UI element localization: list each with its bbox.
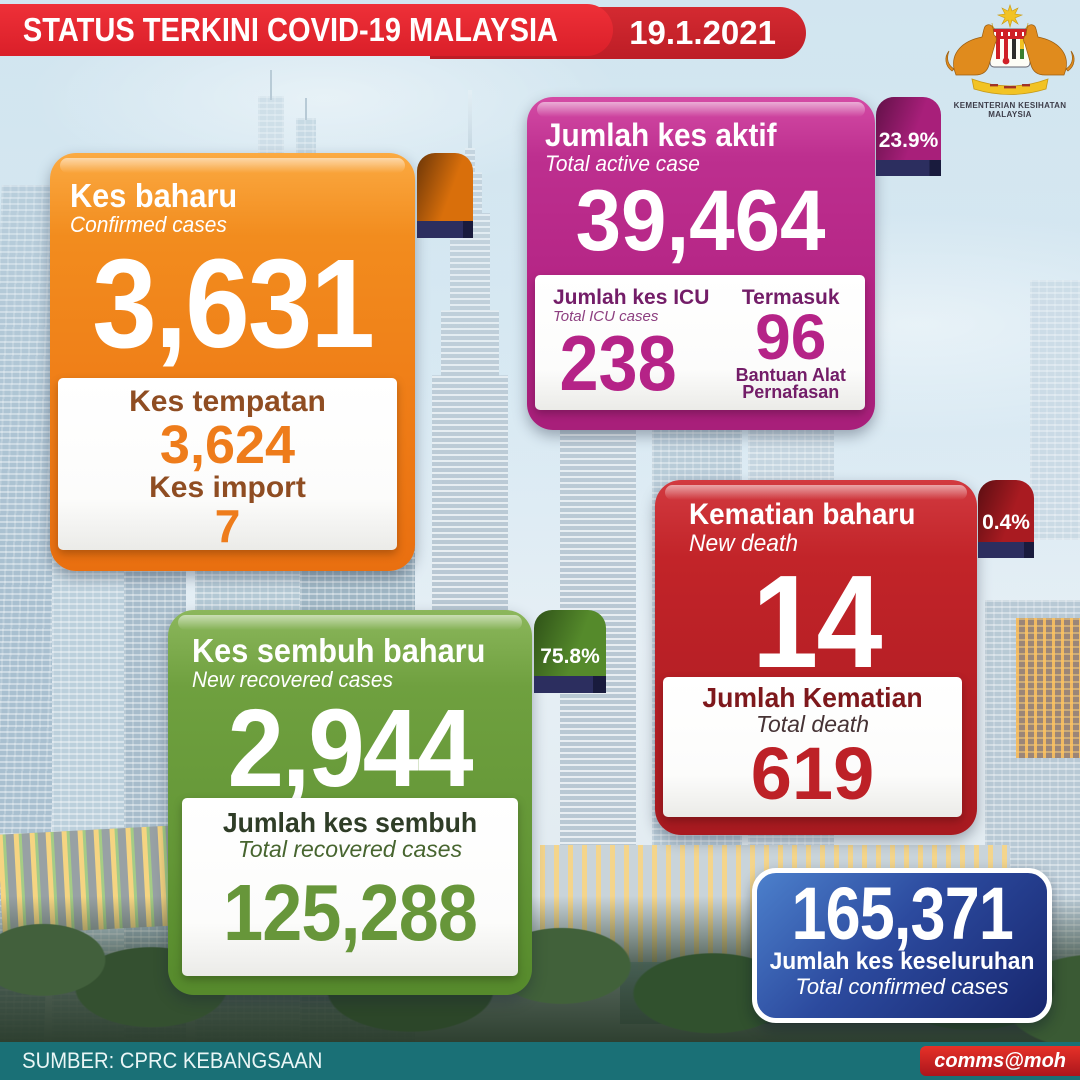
cumulative-value: 165,371 bbox=[791, 872, 1013, 955]
import-cases-label: Kes import bbox=[149, 470, 306, 504]
icu-box: Jumlah kes ICU Total ICU cases 238 Terma… bbox=[535, 275, 865, 410]
card-title: Kes baharu bbox=[70, 177, 238, 214]
building-spire-2 bbox=[296, 118, 316, 158]
footer-bar: SUMBER: CPRC KEBANGSAAN comms@moh bbox=[0, 1042, 1080, 1080]
fold-shadow-band bbox=[978, 542, 1034, 558]
antenna-2 bbox=[305, 98, 307, 120]
case-breakdown-box: Kes tempatan 3,624 Kes import 7 bbox=[58, 378, 397, 550]
icu-label: Jumlah kes ICU bbox=[553, 286, 710, 309]
icu-value: 238 bbox=[559, 318, 677, 407]
moh-crest: KEMENTERIAN KESIHATAN MALAYSIA bbox=[938, 3, 1080, 119]
card-recovered: 75.8% Kes sembuh baharu New recovered ca… bbox=[168, 610, 606, 995]
fold-shadow-band bbox=[876, 160, 941, 176]
import-cases-value: 7 bbox=[214, 500, 241, 552]
local-cases-label: Kes tempatan bbox=[129, 385, 326, 418]
fold-shadow-band bbox=[417, 221, 473, 238]
total-recovered-box: Jumlah kes sembuh Total recovered cases … bbox=[182, 798, 518, 976]
death-percent-badge: 0.4% bbox=[982, 511, 1030, 534]
page-fold-tab: 75.8% bbox=[534, 610, 606, 693]
total-deaths-label: Jumlah Kematian bbox=[702, 682, 923, 713]
new-deaths-value: 14 bbox=[751, 547, 882, 695]
card-active-cases: 23.9% Jumlah kes aktif Total active case… bbox=[527, 97, 941, 430]
recovered-percent-badge: 75.8% bbox=[540, 645, 600, 668]
building-spire-1 bbox=[258, 96, 284, 156]
total-recovered-label: Jumlah kes sembuh bbox=[222, 807, 478, 838]
total-recovered-value: 125,288 bbox=[223, 867, 478, 957]
ministry-caption: KEMENTERIAN KESIHATAN MALAYSIA bbox=[953, 101, 1067, 119]
card-cumulative-total: 165,371 Jumlah kes keseluruhan Total con… bbox=[752, 868, 1052, 1023]
ventilator-caption-2: Pernafasan bbox=[742, 381, 840, 402]
local-cases-value: 3,624 bbox=[159, 414, 296, 475]
total-recovered-sublabel: Total recovered cases bbox=[237, 836, 463, 863]
active-cases-value: 39,464 bbox=[576, 173, 826, 270]
page-fold-tab: 0.4% bbox=[978, 480, 1034, 558]
card-title: Kematian baharu bbox=[689, 498, 916, 531]
ventilator-value: 96 bbox=[755, 301, 827, 374]
card-new-deaths: 0.4% Kematian baharu New death 14 Jumlah… bbox=[655, 480, 1034, 835]
building-right-far bbox=[1030, 280, 1080, 540]
recovered-value: 2,944 bbox=[227, 687, 474, 811]
antenna-1 bbox=[270, 70, 272, 100]
card-title: Jumlah kes aktif bbox=[545, 117, 777, 153]
banner-title-pill: STATUS TERKINI COVID-19 MALAYSIA bbox=[0, 4, 613, 56]
card-new-cases: Kes baharu Confirmed cases 3,631 Kes tem… bbox=[50, 153, 473, 571]
icu-column: Jumlah kes ICU Total ICU cases 238 bbox=[535, 275, 717, 410]
page-fold-tab bbox=[417, 153, 473, 238]
petronas-spire-left bbox=[468, 90, 472, 150]
active-percent-badge: 23.9% bbox=[878, 129, 939, 152]
malaysia-coat-of-arms-icon bbox=[945, 4, 1075, 95]
fold-shadow-band bbox=[534, 676, 606, 693]
source-text: SUMBER: CPRC KEBANGSAAN bbox=[22, 1048, 323, 1073]
cumulative-label: Jumlah kes keseluruhan bbox=[769, 947, 1035, 975]
card-title: Kes sembuh baharu bbox=[192, 632, 486, 669]
page-fold-tab: 23.9% bbox=[876, 97, 941, 176]
report-date: 19.1.2021 bbox=[629, 14, 776, 51]
new-cases-value: 3,631 bbox=[92, 233, 375, 375]
comms-moh-badge: comms@moh bbox=[920, 1046, 1080, 1076]
poster-title: STATUS TERKINI COVID-19 MALAYSIA bbox=[22, 11, 559, 48]
total-deaths-value: 619 bbox=[750, 731, 875, 815]
total-deaths-box: Jumlah Kematian Total death 619 bbox=[663, 677, 962, 817]
ventilator-column: Termasuk 96 Bantuan Alat Pernafasan bbox=[717, 275, 866, 410]
cumulative-sublabel: Total confirmed cases bbox=[795, 974, 1009, 1000]
building-right-lit bbox=[1016, 618, 1080, 758]
